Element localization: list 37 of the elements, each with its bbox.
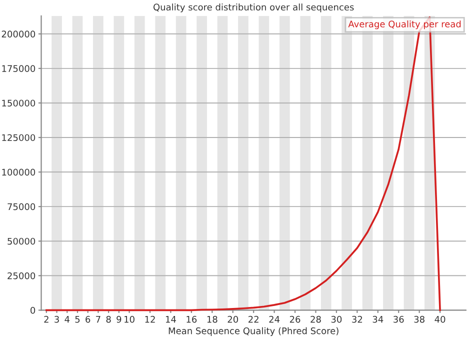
series-label: Average Quality per read xyxy=(348,20,461,30)
x-tick-label: 30 xyxy=(331,316,342,323)
x-tick-label: 8 xyxy=(106,316,111,323)
x-tick-label: 16 xyxy=(186,316,197,323)
x-tick-label: 6 xyxy=(86,316,90,323)
x-tick-label: 26 xyxy=(290,316,300,323)
chart-title: Quality score distribution over all sequences xyxy=(154,4,354,12)
y-tick-label: 125000 xyxy=(2,134,36,142)
y-tick-label: 25000 xyxy=(8,272,36,280)
y-tick-label: 150000 xyxy=(2,100,36,107)
line-series xyxy=(46,16,441,312)
x-tick-label: 38 xyxy=(414,316,424,323)
x-tick-label: 2 xyxy=(44,316,48,323)
x-tick-label: 3 xyxy=(54,316,59,323)
x-tick-label: 10 xyxy=(124,316,134,323)
x-tick-label: 22 xyxy=(248,316,258,323)
y-tick-label: 75000 xyxy=(8,203,36,210)
x-tick-label: 28 xyxy=(310,316,321,323)
x-tick-label: 20 xyxy=(228,316,238,323)
x-tick-label: 7 xyxy=(96,316,100,323)
x-tick-label: 34 xyxy=(372,316,384,323)
y-tick-label: 200000 xyxy=(2,30,36,38)
x-tick-label: 14 xyxy=(166,316,176,323)
x-tick-label: 12 xyxy=(145,316,155,323)
x-tick-label: 9 xyxy=(116,316,122,323)
x-tick-label: 5 xyxy=(75,316,80,323)
x-tick-label: 40 xyxy=(434,316,446,323)
y-tick-label: 100000 xyxy=(2,168,36,176)
x-tick-label: 32 xyxy=(352,316,362,323)
x-tick-label: 36 xyxy=(394,316,404,323)
y-tick-label: 0 xyxy=(30,306,36,314)
x-tick-label: 18 xyxy=(207,316,218,323)
x-axis-title: Mean Sequence Quality (Phred Score) xyxy=(168,327,338,336)
x-tick-label: 24 xyxy=(269,316,280,323)
x-tick-label: 4 xyxy=(64,316,70,323)
y-tick-label: 50000 xyxy=(8,238,36,245)
y-tick-label: 175000 xyxy=(2,65,36,72)
